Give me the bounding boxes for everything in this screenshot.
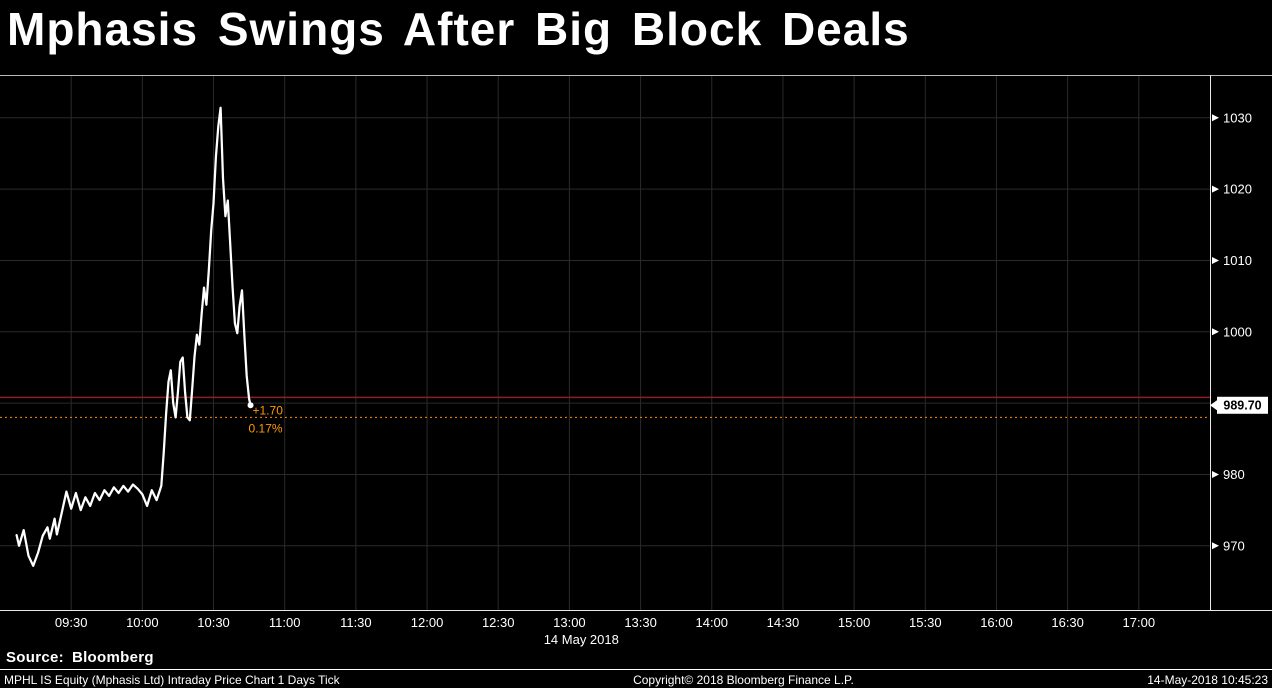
chart-title: Mphasis Swings After Big Block Deals [7, 3, 910, 55]
footer-timestamp: 14-May-2018 10:45:23 [1147, 672, 1268, 687]
svg-text:13:00: 13:00 [553, 615, 586, 630]
source-value: Bloomberg [71, 649, 154, 666]
svg-text:970: 970 [1223, 538, 1245, 553]
svg-text:12:00: 12:00 [411, 615, 444, 630]
svg-text:17:00: 17:00 [1123, 615, 1156, 630]
svg-text:13:30: 13:30 [624, 615, 657, 630]
svg-text:10:00: 10:00 [126, 615, 159, 630]
svg-text:14:30: 14:30 [767, 615, 800, 630]
svg-text:+1.70: +1.70 [253, 403, 284, 417]
svg-text:980: 980 [1223, 467, 1245, 482]
svg-text:15:00: 15:00 [838, 615, 871, 630]
svg-text:1000: 1000 [1223, 324, 1252, 339]
svg-text:11:00: 11:00 [269, 615, 301, 630]
svg-text:0.17%: 0.17% [249, 421, 283, 435]
footer-copyright-text: Copyright© 2018 Bloomberg Finance L.P. [633, 672, 854, 687]
price-chart: 09:30 10:00 10:30 11:00 11:30 12:00 12:30 13:00… [0, 75, 1272, 647]
footer-bar: MPHL IS Equity (Mphasis Ltd) Intraday Pr… [0, 669, 1272, 688]
svg-text:16:30: 16:30 [1051, 615, 1084, 630]
svg-text:14 May 2018: 14 May 2018 [544, 632, 619, 647]
source-label: Source: [6, 649, 64, 666]
svg-text:1010: 1010 [1223, 253, 1252, 268]
svg-text:09:30: 09:30 [55, 615, 88, 630]
svg-text:1020: 1020 [1223, 182, 1252, 197]
svg-text:16:00: 16:00 [980, 615, 1013, 630]
svg-text:11:30: 11:30 [340, 615, 372, 630]
source-line: Source: Bloomberg [6, 649, 154, 666]
svg-text:1030: 1030 [1223, 110, 1252, 125]
svg-text:12:30: 12:30 [482, 615, 515, 630]
footer-instrument-text: MPHL IS Equity (Mphasis Ltd) Intraday Pr… [4, 672, 340, 687]
svg-text:10:30: 10:30 [197, 615, 230, 630]
svg-text:14:00: 14:00 [695, 615, 728, 630]
svg-text:15:30: 15:30 [909, 615, 942, 630]
svg-text:989.70: 989.70 [1223, 398, 1261, 412]
